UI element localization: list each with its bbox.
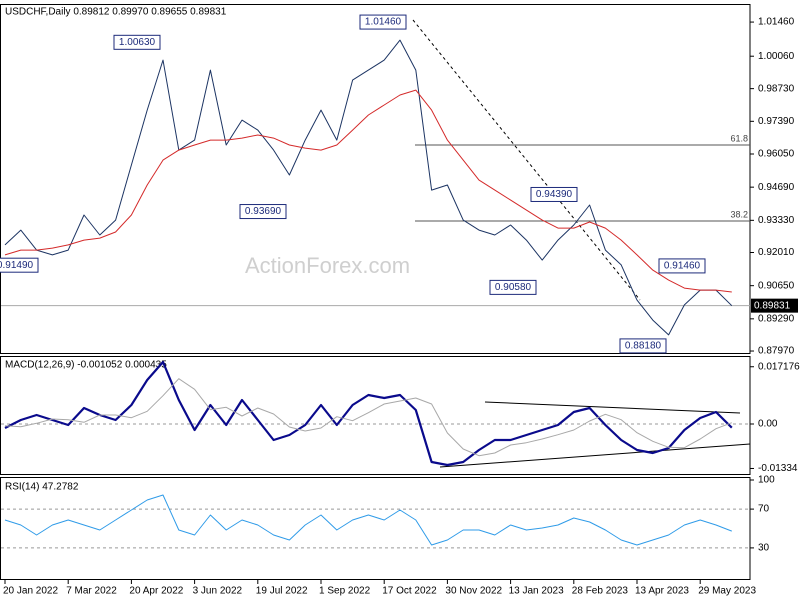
pane-title: MACD(12,26,9) -0.001052 0.000435 <box>5 360 167 371</box>
annotation-box <box>619 338 667 354</box>
current-price-label: 0.89831 <box>754 300 791 311</box>
x-tick-label: 17 Oct 2022 <box>382 586 437 597</box>
annotation-label: 1.00630 <box>119 37 156 48</box>
y-tick-label: 0.97390 <box>758 116 795 127</box>
y-tick-label: 0.96050 <box>758 149 795 160</box>
series-line <box>4 378 732 457</box>
x-tick-label: 19 Jul 2022 <box>256 586 308 597</box>
annotation-box <box>530 186 578 202</box>
y-tick-label: 100 <box>758 475 775 486</box>
macd-trend-line <box>439 443 751 468</box>
price-pane <box>0 4 751 354</box>
series-line <box>4 89 732 293</box>
x-tick-label: 7 Mar 2022 <box>66 586 117 597</box>
y-tick-label: 0.017176 <box>758 361 800 372</box>
annotation-box <box>359 14 407 30</box>
series-line <box>4 39 733 336</box>
annotation-label: 1.01460 <box>365 17 402 28</box>
x-tick-label: 13 Apr 2023 <box>635 586 689 597</box>
annotation-box <box>113 34 161 50</box>
annotation-label: 0.94390 <box>536 189 573 200</box>
series-line <box>4 360 733 467</box>
series-line <box>4 494 732 546</box>
x-tick-label: 28 Feb 2023 <box>572 586 629 597</box>
y-tick-label: 1.00060 <box>758 51 795 62</box>
pane-title: USDCHF,Daily 0.89812 0.89970 0.89655 0.8… <box>5 7 227 18</box>
y-tick-label: 0.87970 <box>758 346 795 357</box>
y-tick-label: 0.92010 <box>758 247 795 258</box>
annotation-box <box>489 279 537 295</box>
pane-title: RSI(14) 47.2782 <box>5 482 79 493</box>
y-tick-label: 1.01460 <box>758 17 795 28</box>
rsi-pane <box>0 477 751 580</box>
y-tick-label: 30 <box>758 543 770 554</box>
y-tick-label: 0.00 <box>758 419 778 430</box>
fib-label: 38.2 <box>730 209 748 219</box>
x-tick-label: 20 Apr 2022 <box>129 586 183 597</box>
annotation-label: 0.91490 <box>0 260 34 271</box>
y-tick-label: -0.01334 <box>758 463 798 474</box>
y-tick-label: 70 <box>758 504 770 515</box>
annotation-label: 0.88180 <box>625 341 662 352</box>
x-tick-label: 29 May 2023 <box>698 586 756 597</box>
watermark: ActionForex.com <box>245 253 410 278</box>
x-tick-label: 1 Sep 2022 <box>319 586 371 597</box>
y-tick-label: 0.98730 <box>758 83 795 94</box>
y-tick-label: 0.90650 <box>758 280 795 291</box>
x-tick-label: 13 Jan 2023 <box>509 586 564 597</box>
annotation-label: 0.93690 <box>245 206 282 217</box>
y-tick-label: 0.93330 <box>758 215 795 226</box>
annotation-box <box>0 257 39 273</box>
y-tick-label: 0.94690 <box>758 182 795 193</box>
y-tick-label: 0.89290 <box>758 313 795 324</box>
x-tick-label: 30 Nov 2022 <box>445 586 502 597</box>
macd-trend-line <box>484 401 741 414</box>
annotation-box <box>658 258 706 274</box>
x-tick-label: 3 Jun 2022 <box>193 586 243 597</box>
annotation-label: 0.91460 <box>664 261 701 272</box>
fib-label: 61.8 <box>730 133 748 143</box>
annotation-box <box>239 204 287 220</box>
x-tick-label: 20 Jan 2022 <box>3 586 58 597</box>
annotation-label: 0.90580 <box>495 282 532 293</box>
trend-line <box>412 19 641 301</box>
macd-pane <box>0 356 751 475</box>
current-price-box <box>751 298 798 313</box>
